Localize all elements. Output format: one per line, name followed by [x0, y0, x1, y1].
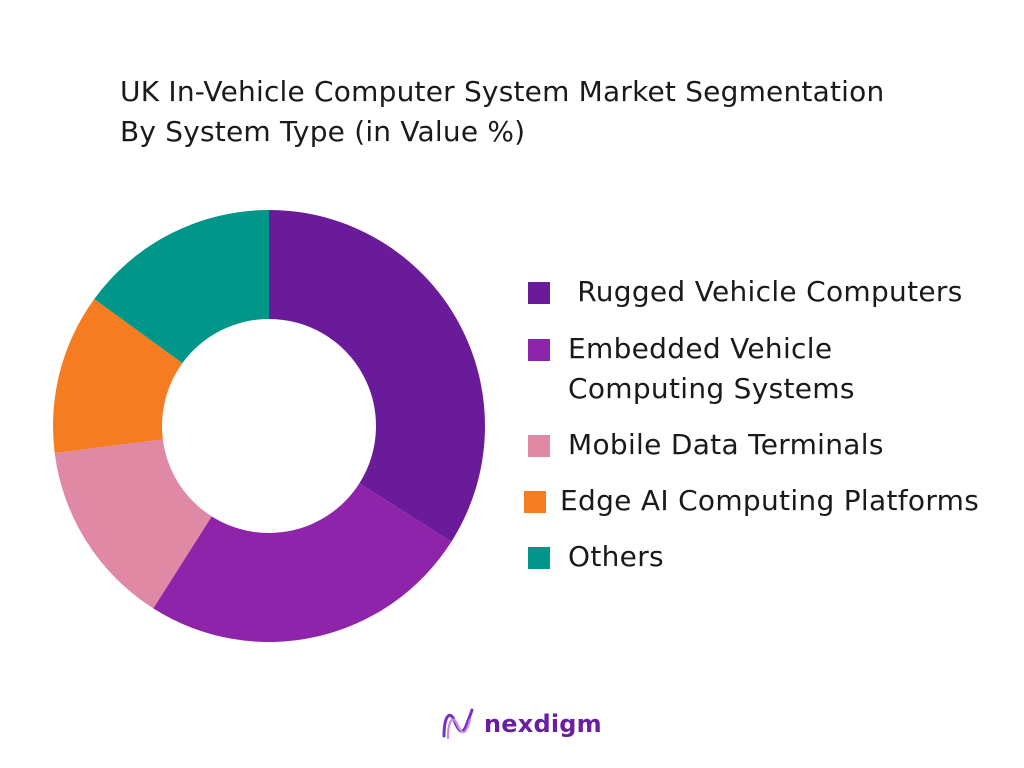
legend-swatch [524, 491, 546, 513]
legend-label: Embedded Vehicle Computing Systems [568, 332, 855, 405]
legend-label: Others [568, 540, 664, 573]
donut-slice-mobile-data-terminals [54, 439, 212, 609]
donut-slice-rugged-vehicle-computers [269, 210, 485, 542]
legend-item-others: Others [528, 537, 664, 577]
legend-swatch [528, 282, 550, 304]
chart-subtitle: By System Type (in Value %) [120, 115, 526, 148]
logo-text: nexdigm [484, 710, 602, 738]
legend-item-rugged-vehicle-computers: Rugged Vehicle Computers [528, 272, 963, 312]
nexdigm-logo: nexdigm [440, 704, 602, 744]
legend-label: Rugged Vehicle Computers [568, 275, 963, 308]
legend-swatch [528, 435, 550, 457]
legend-label: Mobile Data Terminals [568, 428, 884, 461]
donut-slices [53, 209, 485, 642]
nexdigm-logo-icon [442, 708, 474, 740]
donut-slice-edge-ai-computing-platforms [53, 299, 183, 454]
legend-swatch [528, 547, 550, 569]
legend-item-edge-ai-computing-platforms: Edge AI Computing Platforms [524, 481, 979, 521]
legend-swatch [528, 339, 550, 361]
donut-slice-others [94, 209, 270, 364]
legend-item-embedded-vehicle-computing-systems: Embedded Vehicle Computing Systems [528, 329, 898, 409]
chart-title-line1: UK In-Vehicle Computer System Market Seg… [120, 75, 885, 108]
legend-item-mobile-data-terminals: Mobile Data Terminals [528, 425, 884, 465]
legend-label: Edge AI Computing Platforms [560, 484, 980, 517]
donut-slice-embedded-vehicle-computing-systems [153, 483, 452, 642]
chart-title: UK In-Vehicle Computer System Market Seg… [120, 72, 980, 152]
